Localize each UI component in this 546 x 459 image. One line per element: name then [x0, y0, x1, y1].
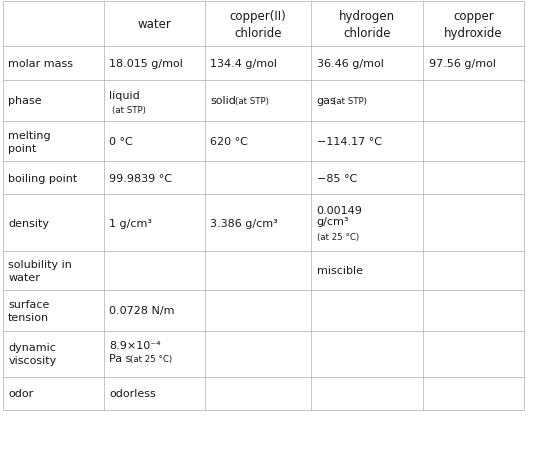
Text: (at STP): (at STP) — [112, 106, 146, 115]
Text: (at STP): (at STP) — [333, 96, 367, 106]
Text: gas: gas — [317, 96, 336, 106]
Text: −85 °C: −85 °C — [317, 174, 357, 184]
Text: 99.9839 °C: 99.9839 °C — [109, 174, 172, 184]
Text: (at 25 °C): (at 25 °C) — [317, 233, 359, 241]
Text: 3.386 g/cm³: 3.386 g/cm³ — [210, 218, 278, 228]
Text: miscible: miscible — [317, 266, 363, 276]
Text: density: density — [8, 218, 49, 228]
Text: 134.4 g/mol: 134.4 g/mol — [210, 59, 277, 69]
Text: −114.17 °C: −114.17 °C — [317, 137, 382, 147]
Text: copper
hydroxide: copper hydroxide — [444, 10, 503, 39]
Text: 0 °C: 0 °C — [109, 137, 133, 147]
Text: boiling point: boiling point — [8, 174, 78, 184]
Text: dynamic
viscosity: dynamic viscosity — [8, 342, 56, 365]
Text: 0.00149: 0.00149 — [317, 206, 363, 216]
Text: g/cm³: g/cm³ — [317, 217, 349, 227]
Text: solid: solid — [210, 96, 236, 106]
Text: surface
tension: surface tension — [8, 299, 50, 322]
Text: phase: phase — [8, 96, 42, 106]
Text: 97.56 g/mol: 97.56 g/mol — [429, 59, 496, 69]
Text: liquid: liquid — [109, 90, 140, 101]
Bar — [3, 2, 524, 410]
Text: 1 g/cm³: 1 g/cm³ — [109, 218, 152, 228]
Text: solubility in
water: solubility in water — [8, 259, 72, 282]
Text: water: water — [137, 18, 171, 31]
Text: 8.9×10⁻⁴: 8.9×10⁻⁴ — [109, 341, 161, 351]
Text: 18.015 g/mol: 18.015 g/mol — [109, 59, 183, 69]
Text: 620 °C: 620 °C — [210, 137, 248, 147]
Text: hydrogen
chloride: hydrogen chloride — [339, 10, 395, 39]
Text: odor: odor — [8, 388, 33, 398]
Text: Pa s: Pa s — [109, 353, 132, 364]
Text: 36.46 g/mol: 36.46 g/mol — [317, 59, 383, 69]
Text: molar mass: molar mass — [8, 59, 73, 69]
Text: (at 25 °C): (at 25 °C) — [129, 354, 171, 363]
Text: melting
point: melting point — [8, 130, 51, 153]
Text: odorless: odorless — [109, 388, 156, 398]
Text: 0.0728 N/m: 0.0728 N/m — [109, 306, 175, 316]
Text: copper(II)
chloride: copper(II) chloride — [230, 10, 286, 39]
Text: (at STP): (at STP) — [235, 96, 269, 106]
